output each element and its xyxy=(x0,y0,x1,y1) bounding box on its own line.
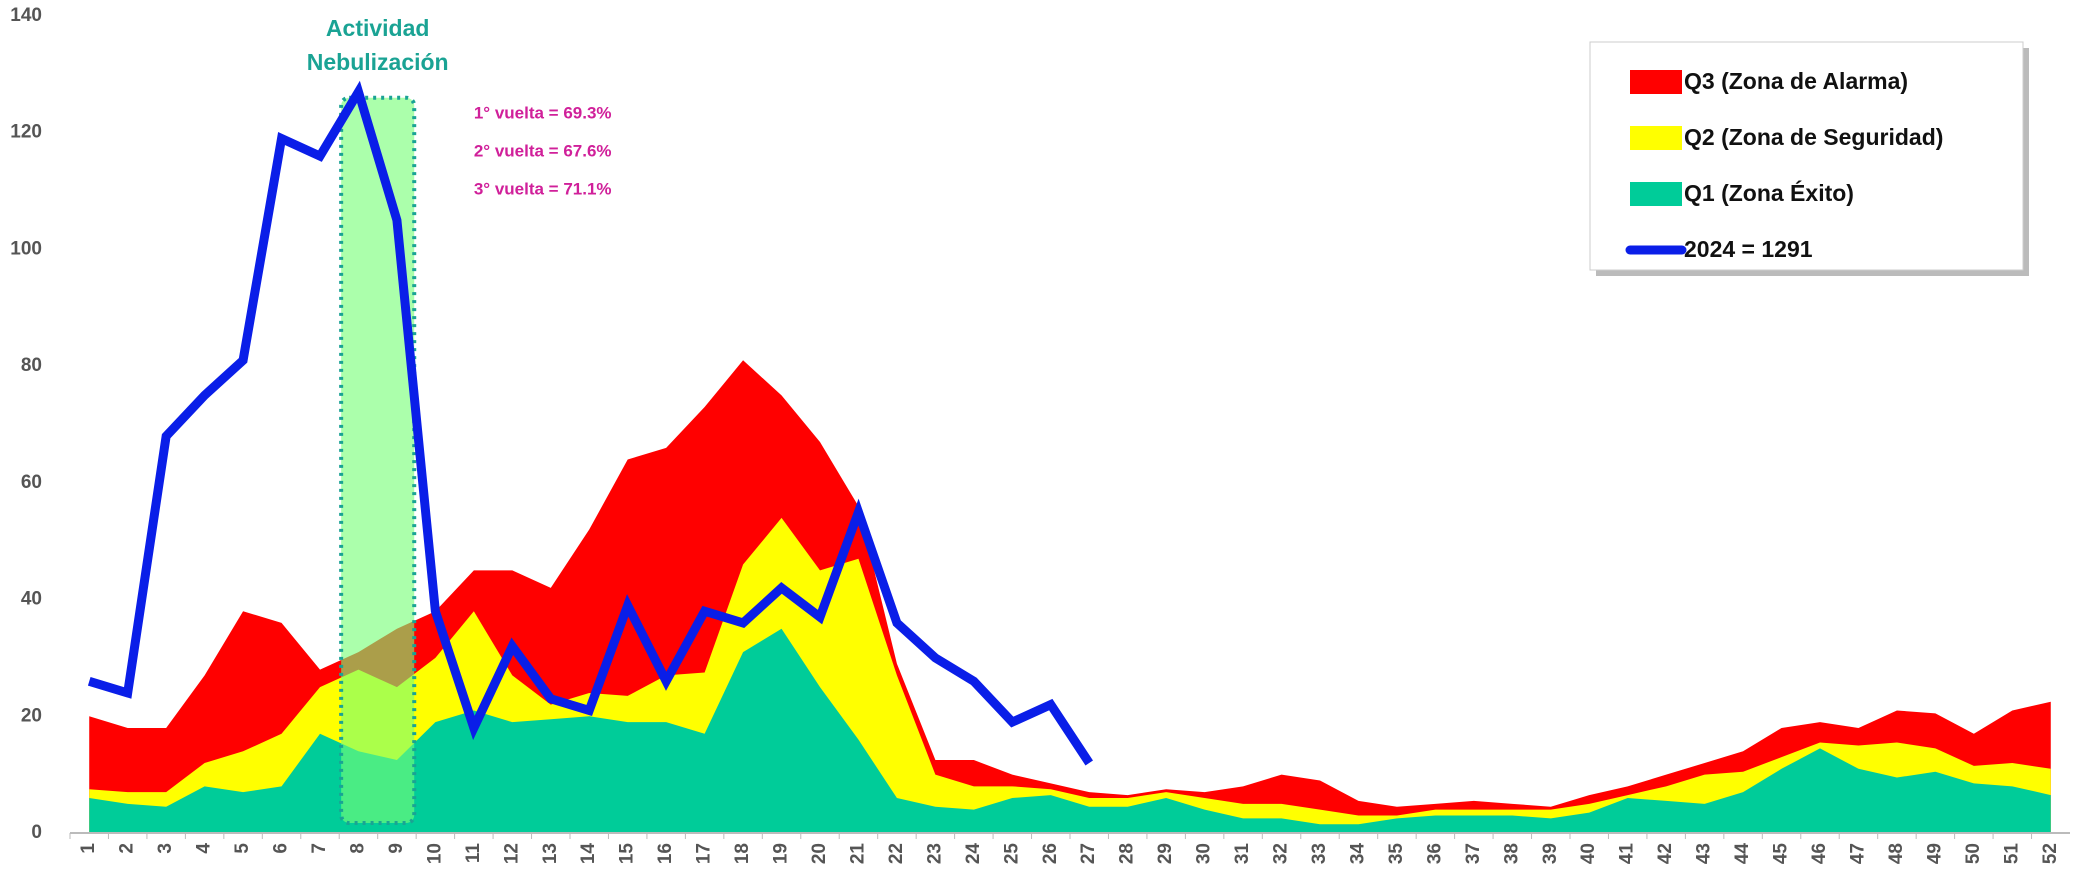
x-tick-label: 29 xyxy=(1155,843,1176,864)
x-tick-label: 7 xyxy=(309,843,330,854)
x-tick-label: 11 xyxy=(463,843,484,864)
x-tick-label: 13 xyxy=(540,843,561,864)
y-tick-label: 20 xyxy=(21,705,42,726)
y-tick-label: 0 xyxy=(31,822,42,843)
x-tick-label: 43 xyxy=(1694,843,1715,864)
x-tick-label: 36 xyxy=(1424,843,1445,864)
annotation: 3° vuelta = 71.1% xyxy=(474,179,612,198)
x-tick-label: 4 xyxy=(194,843,215,854)
x-tick-label: 45 xyxy=(1771,843,1792,865)
legend-label: Q1 (Zona Éxito) xyxy=(1684,179,1854,206)
x-tick-label: 34 xyxy=(1347,843,1368,865)
legend-swatch xyxy=(1630,70,1682,94)
x-tick-label: 51 xyxy=(2001,843,2022,865)
x-tick-label: 42 xyxy=(1655,843,1676,864)
x-tick-label: 41 xyxy=(1617,843,1638,865)
x-tick-label: 26 xyxy=(1040,843,1061,864)
x-tick-label: 9 xyxy=(386,843,407,854)
x-tick-label: 44 xyxy=(1732,843,1753,865)
legend-label: 2024 = 1291 xyxy=(1684,236,1813,262)
legend-swatch xyxy=(1630,182,1682,206)
x-tick-label: 46 xyxy=(1809,843,1830,864)
x-tick-label: 23 xyxy=(924,843,945,864)
x-tick-label: 37 xyxy=(1463,843,1484,864)
highlight-title: Nebulización xyxy=(307,49,449,75)
x-tick-label: 12 xyxy=(501,843,522,864)
legend-label: Q2 (Zona de Seguridad) xyxy=(1684,124,1943,150)
highlight-box xyxy=(339,95,417,825)
x-tick-label: 30 xyxy=(1194,843,1215,864)
line xyxy=(87,80,1093,766)
x-tick-label: 1 xyxy=(78,843,99,854)
y-tick-label: 80 xyxy=(21,355,42,376)
x-tick-label: 17 xyxy=(694,843,715,864)
x-tick-label: 38 xyxy=(1501,843,1522,864)
x-tick-label: 40 xyxy=(1578,843,1599,864)
x-tick-label: 21 xyxy=(847,843,868,865)
x-tick-label: 48 xyxy=(1886,843,1907,864)
annotation: 2° vuelta = 67.6% xyxy=(474,141,612,160)
x-tick-label: 3 xyxy=(155,843,176,854)
y-tick-label: 120 xyxy=(10,122,42,143)
x-tick-label: 14 xyxy=(578,843,599,865)
x-tick-label: 6 xyxy=(271,843,292,854)
x-tick-label: 35 xyxy=(1386,843,1407,865)
y-tick-label: 100 xyxy=(10,238,42,259)
y-tick-label: 40 xyxy=(21,589,42,610)
x-tick-label: 20 xyxy=(809,843,830,864)
legend-swatch xyxy=(1630,126,1682,150)
area xyxy=(89,628,2051,833)
x-tick-label: 5 xyxy=(232,843,253,854)
x-tick-label: 10 xyxy=(424,843,445,864)
x-tick-label: 27 xyxy=(1078,843,1099,864)
x-tick-label: 25 xyxy=(1001,843,1022,865)
x-tick-label: 22 xyxy=(886,843,907,864)
x-tick-label: 47 xyxy=(1847,843,1868,864)
x-tick-label: 15 xyxy=(617,843,638,865)
x-tick-label: 49 xyxy=(1924,843,1945,864)
x-tick-label: 18 xyxy=(732,843,753,864)
x-tick-label: 52 xyxy=(2040,843,2061,864)
x-tick-label: 50 xyxy=(1963,843,1984,864)
x-tick-label: 16 xyxy=(655,843,676,864)
x-tick-label: 33 xyxy=(1309,843,1330,864)
x-tick-label: 39 xyxy=(1540,843,1561,864)
annotation: 1° vuelta = 69.3% xyxy=(474,103,612,122)
x-tick-label: 19 xyxy=(771,843,792,864)
highlight-title: Actividad xyxy=(326,15,430,41)
y-tick-label: 60 xyxy=(21,472,42,493)
x-tick-label: 32 xyxy=(1271,843,1292,864)
x-tick-label: 8 xyxy=(347,843,368,854)
y-tick-label: 140 xyxy=(10,5,42,26)
x-tick-label: 24 xyxy=(963,843,984,865)
x-tick-label: 28 xyxy=(1117,843,1138,864)
legend-label: Q3 (Zona de Alarma) xyxy=(1684,68,1908,94)
x-tick-label: 2 xyxy=(117,843,138,854)
x-tick-label: 31 xyxy=(1232,843,1253,865)
